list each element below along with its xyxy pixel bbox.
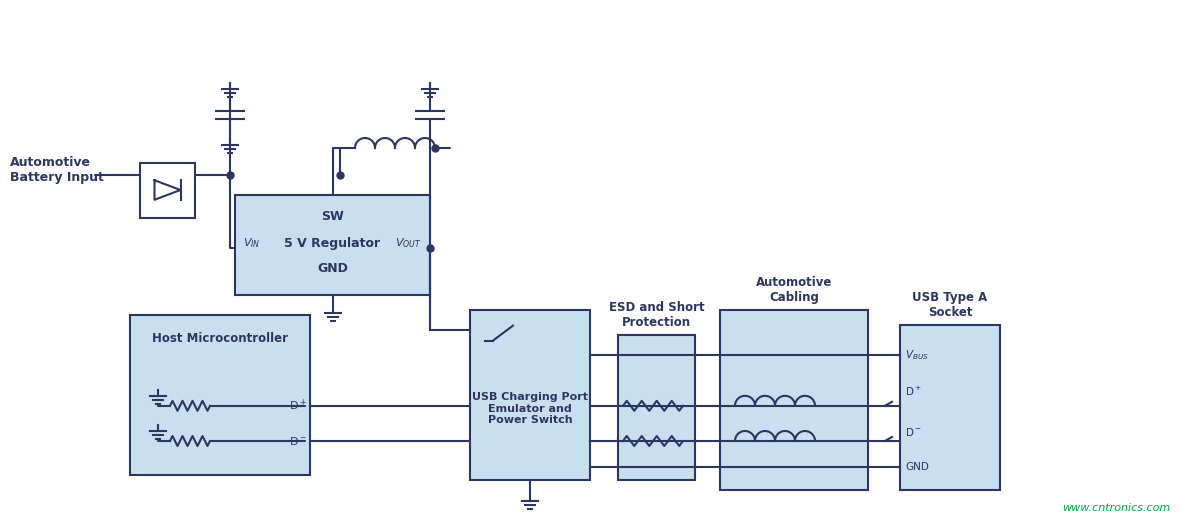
Bar [130,315,310,475]
Text: D$^-$: D$^-$ [905,426,922,438]
Text: Automotive
Cabling: Automotive Cabling [755,276,832,304]
Text: $V_{IN}$: $V_{IN}$ [243,236,261,250]
Text: Host Microcontroller: Host Microcontroller [152,333,288,345]
Bar [140,163,195,218]
Text: D$^+$: D$^+$ [290,398,306,413]
Bar [470,310,590,480]
Text: $V_{OUT}$: $V_{OUT}$ [395,236,423,250]
Text: GND: GND [905,462,929,472]
Text: $V_{BUS}$: $V_{BUS}$ [905,348,929,362]
Text: USB Type A
Socket: USB Type A Socket [912,291,988,319]
Text: www.cntronics.com: www.cntronics.com [1062,503,1169,513]
Text: Automotive
Battery Input: Automotive Battery Input [10,156,104,184]
Text: ESD and Short
Protection: ESD and Short Protection [609,301,704,329]
Bar [900,325,999,490]
Text: D$^-$: D$^-$ [290,435,306,447]
Text: 5 V Regulator: 5 V Regulator [285,237,381,250]
Text: USB Charging Port
Emulator and
Power Switch: USB Charging Port Emulator and Power Swi… [472,392,588,425]
Text: D$^+$: D$^+$ [905,384,922,398]
Bar [235,195,430,295]
Text: SW: SW [321,211,344,223]
Bar [721,310,868,490]
Text: GND: GND [317,261,348,275]
Bar [618,335,695,480]
